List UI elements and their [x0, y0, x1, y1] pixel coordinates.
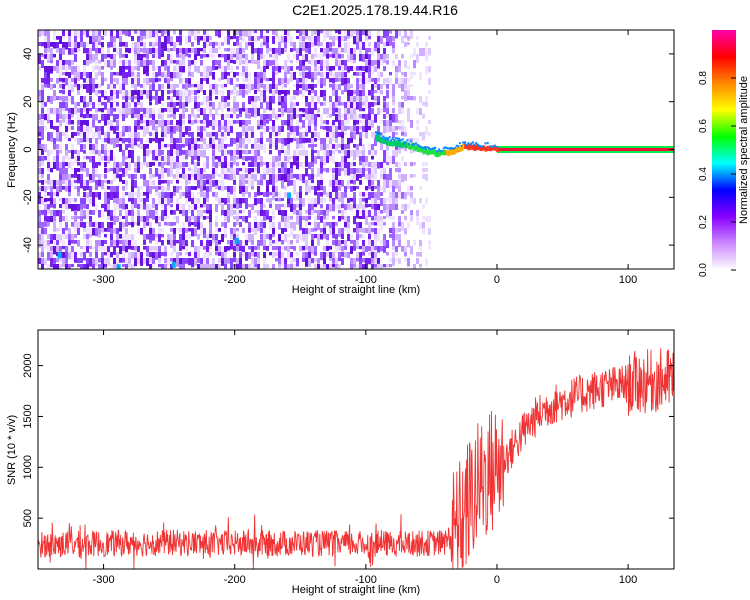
spectrogram-signal-track — [375, 131, 674, 158]
spectrogram-ytick-label: 20 — [22, 96, 34, 108]
spectrogram-ylabel: Frequency (Hz) — [6, 112, 18, 188]
spectrogram-xtick-label: -200 — [224, 274, 246, 286]
snr-xtick-label: 100 — [619, 574, 637, 586]
colorbar — [712, 30, 736, 270]
snr-series — [38, 348, 674, 569]
colorbar-label: Normalized spectral amplitude — [738, 76, 750, 224]
snr-xtick-label: -300 — [93, 574, 115, 586]
snr-chart: -300 -200 -100 0 100 500 1000 1500 2000 Height … — [6, 329, 675, 596]
snr-ylabel: SNR (10 * v/v) — [6, 415, 18, 485]
page-title: C2E1.2025.178.19.44.R16 — [292, 2, 458, 18]
snr-ytick-label: 1000 — [22, 455, 34, 479]
colorbar-tick-label: 0.8 — [698, 71, 709, 85]
snr-ytick-label: 2000 — [22, 353, 34, 377]
snr-xtick-label: -200 — [224, 574, 246, 586]
spectrogram-ytick-label: 40 — [22, 48, 34, 60]
snr-xtick-label: 0 — [494, 574, 500, 586]
spectrogram-noise — [38, 30, 431, 269]
snr-line — [38, 348, 674, 569]
spectrogram-xtick-label: 0 — [494, 274, 500, 286]
spectrogram-xtick-label: -100 — [355, 274, 377, 286]
snr-xtick-label: -100 — [355, 574, 377, 586]
spectrogram-xlabel: Height of straight line (km) — [292, 284, 420, 296]
snr-plot-area — [38, 330, 674, 569]
spectrogram-ytick-label: -20 — [22, 189, 34, 205]
colorbar-tick-label: 0.0 — [698, 263, 709, 277]
spectrogram-ytick-label: 0 — [22, 146, 34, 152]
colorbar-tick-label: 0.6 — [698, 119, 709, 133]
colorbar-tick-label: 0.4 — [698, 167, 709, 181]
snr-ytick-label: 1500 — [22, 404, 34, 428]
colorbar-tick-label: 0.2 — [698, 215, 709, 229]
spectrogram-ytick-label: -40 — [22, 237, 34, 253]
signal-band-inner — [496, 148, 674, 151]
spectrogram-xtick-label: -300 — [93, 274, 115, 286]
spectrogram-xtick-label: 100 — [619, 274, 637, 286]
snr-xlabel: Height of straight line (km) — [292, 584, 420, 596]
snr-ytick-label: 500 — [22, 509, 34, 527]
